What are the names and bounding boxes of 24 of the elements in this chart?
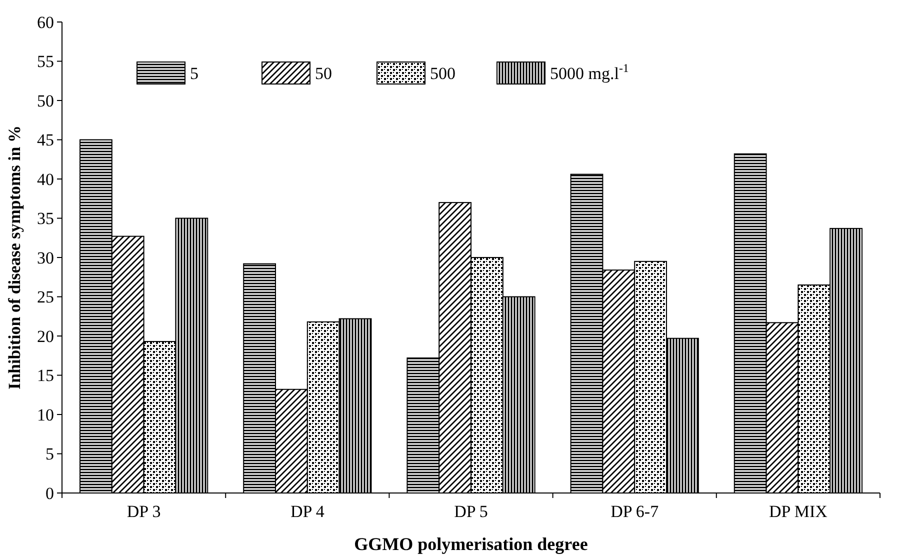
y-tick-label: 25 [37,288,54,307]
x-tick-label: DP 4 [290,502,325,521]
y-tick-label: 15 [37,366,54,386]
y-tick-label: 30 [37,248,54,268]
y-tick-label: 5 [46,444,54,464]
y-tick-label: 50 [37,91,54,110]
x-axis-title: GGMO polymerisation degree [354,534,588,554]
legend-label: 50 [315,64,332,83]
y-tick-label: 10 [37,405,54,424]
y-tick-label: 0 [46,484,54,503]
y-axis-title: Inhibition of disease symptoms in % [5,125,24,390]
y-tick-label: 60 [37,12,54,32]
legend-label: 500 [430,64,456,83]
x-tick-label: DP MIX [768,502,828,521]
legend-label: 5000 mg.l$^{-1}$ [550,61,629,83]
y-tick-label: 55 [37,52,54,72]
legend-label: 5 [190,64,198,83]
x-tick-label: DP 5 [454,502,488,521]
y-tick-label: 20 [37,326,54,346]
y-tick-label: 35 [37,209,54,228]
x-tick-label: DP 3 [126,502,161,521]
y-tick-label: 40 [37,170,54,189]
x-tick-label: DP 6-7 [610,502,660,521]
y-tick-label: 45 [37,130,54,150]
